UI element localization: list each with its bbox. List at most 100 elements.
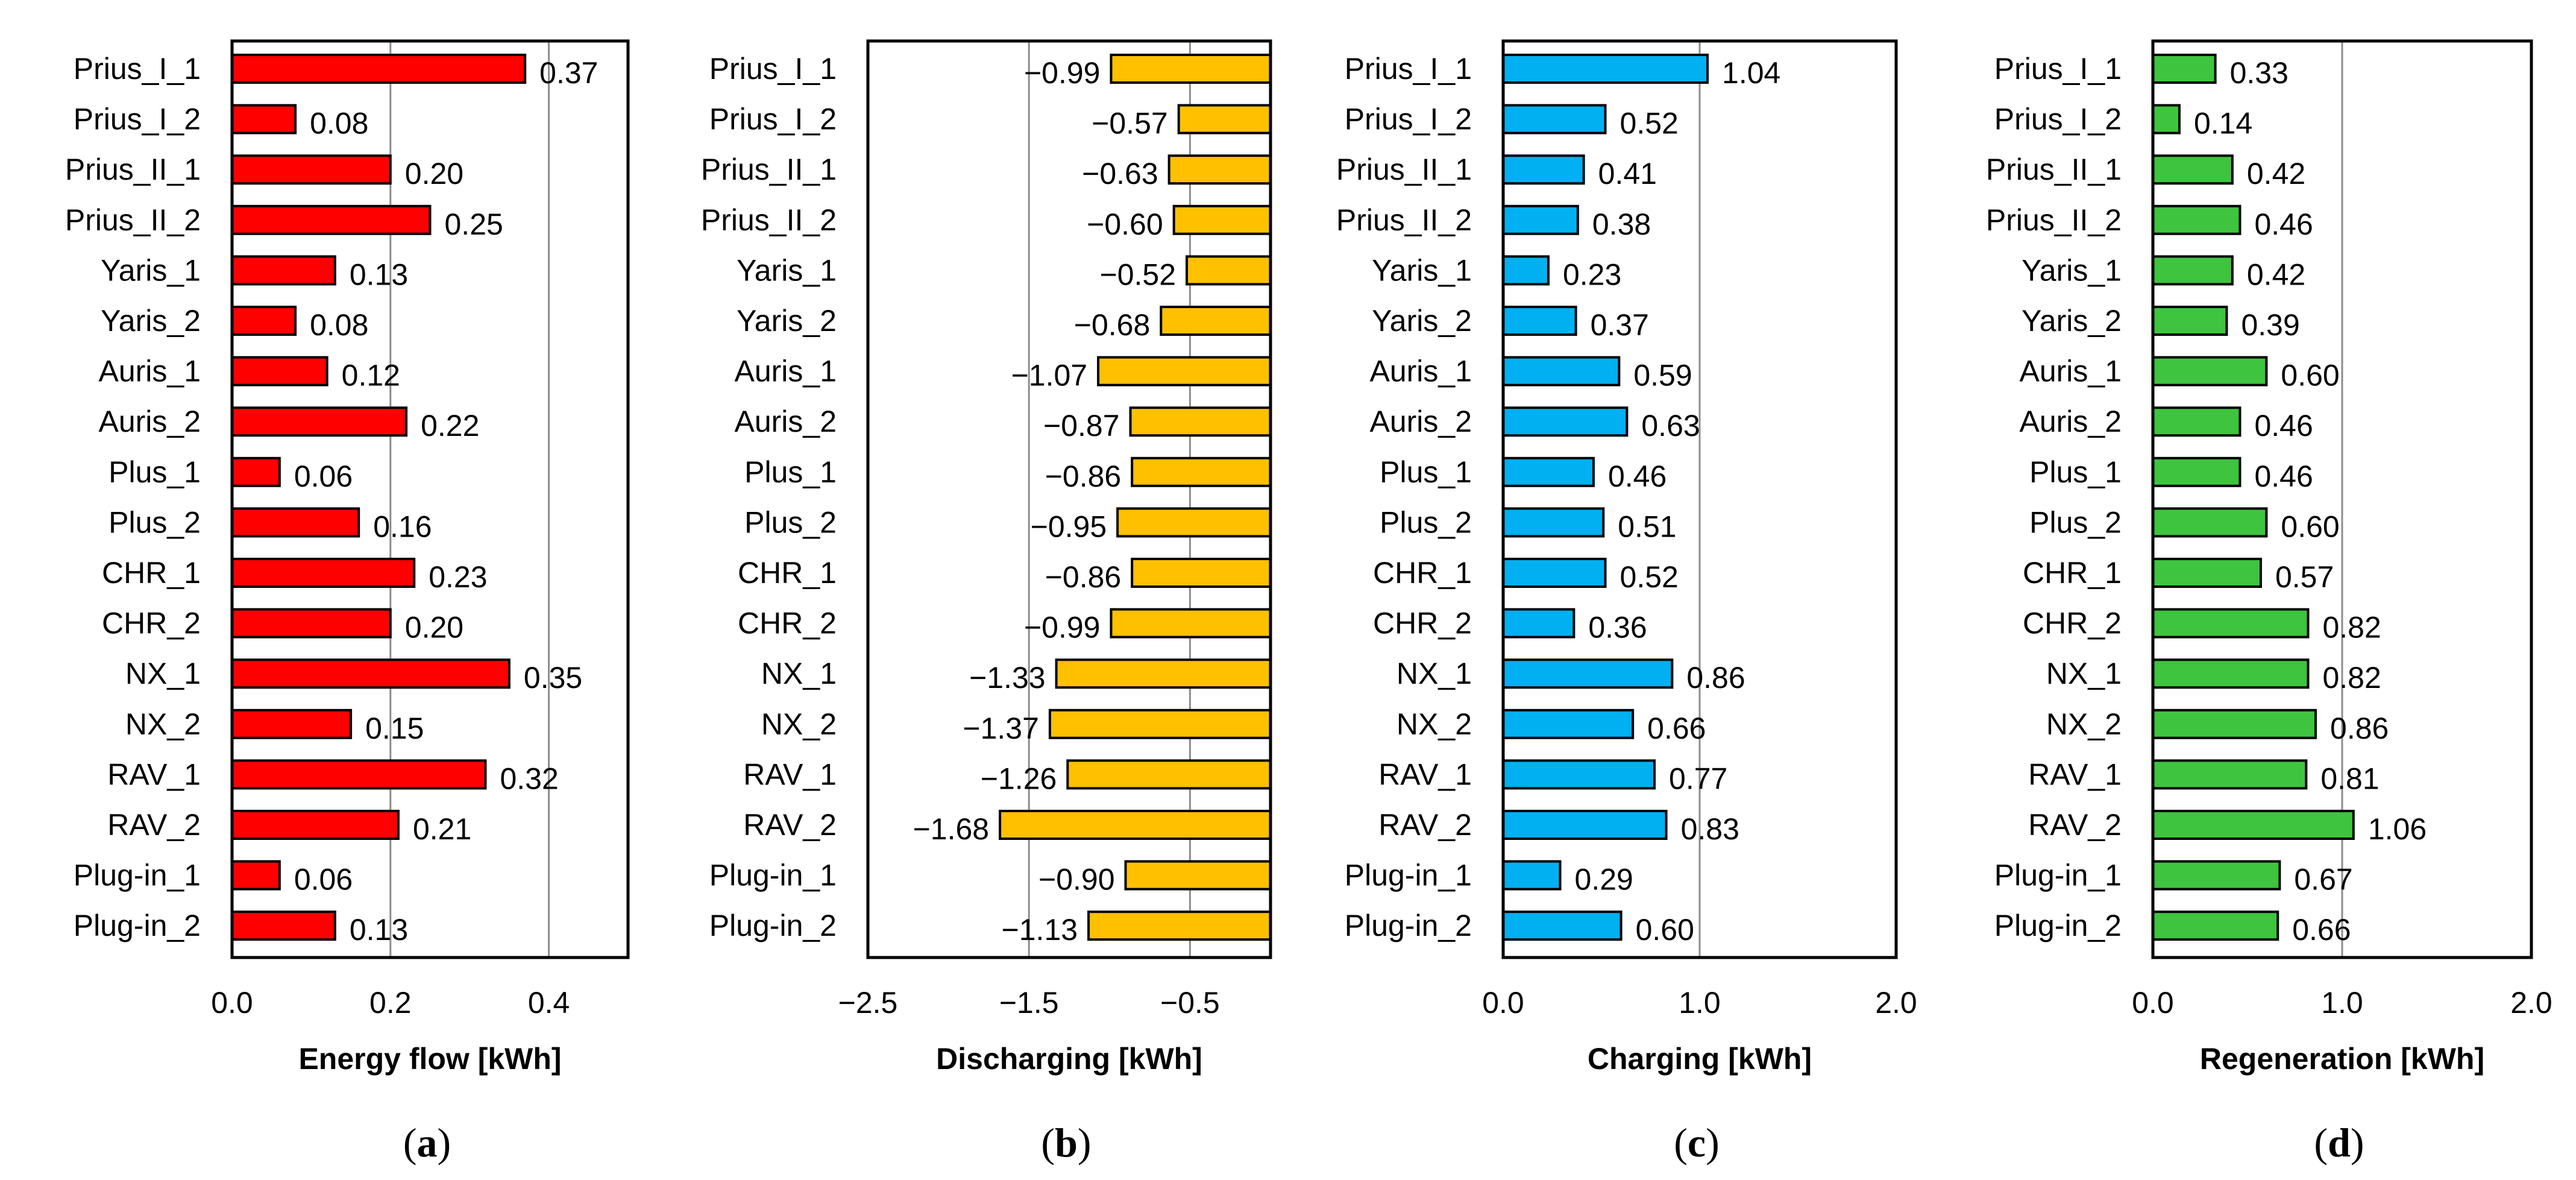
category-label: Plus_1	[108, 455, 201, 489]
data-label: 0.57	[2275, 560, 2334, 594]
data-label: 0.52	[1620, 107, 1679, 140]
data-label: 0.46	[2254, 207, 2313, 241]
category-label: CHR_1	[738, 556, 837, 590]
tick-label: −0.5	[1160, 986, 1220, 1020]
bar	[231, 255, 336, 286]
bar	[2152, 154, 2234, 185]
data-label: 0.23	[429, 560, 487, 594]
category-label: Auris_2	[2019, 405, 2122, 438]
bar	[1502, 204, 1579, 235]
bar	[2152, 255, 2234, 286]
data-label: −0.95	[1031, 510, 1107, 543]
bar	[1160, 306, 1272, 336]
data-label: 0.35	[524, 661, 582, 695]
category-label: Plug-in_2	[74, 909, 201, 942]
tick-label: 0.2	[369, 986, 412, 1020]
category-label: NX_1	[1396, 657, 1472, 690]
category-label: CHR_2	[2023, 607, 2122, 640]
bar	[1502, 306, 1577, 336]
panel-d-regeneration: Prius_I_1 0.33 Prius_I_2 0.14 Prius_II_1 0.42…	[1986, 39, 2552, 1166]
category-label: Plus_1	[1380, 455, 1472, 489]
data-label: 0.67	[2294, 863, 2352, 897]
data-label: 0.37	[1591, 308, 1649, 342]
data-label: −0.63	[1082, 157, 1158, 191]
data-label: 0.86	[1686, 661, 1745, 695]
category-label: NX_2	[2046, 707, 2122, 741]
data-label: 0.86	[2330, 711, 2389, 745]
bar	[1502, 255, 1550, 286]
category-label: Prius_I_1	[1345, 52, 1472, 86]
bar	[1048, 708, 1272, 739]
bar	[1502, 558, 1607, 588]
data-label: −0.57	[1092, 107, 1168, 140]
bar	[2152, 558, 2262, 588]
data-label: 0.38	[1592, 207, 1651, 241]
data-label: 0.51	[1618, 510, 1676, 543]
bar	[1186, 255, 1272, 286]
bar	[1502, 658, 1674, 689]
bar	[2152, 608, 2310, 639]
bar	[231, 54, 527, 84]
data-label: −0.68	[1074, 308, 1151, 342]
category-label: Plug-in_1	[74, 859, 201, 892]
bar	[1502, 356, 1621, 386]
bar	[2152, 810, 2355, 840]
category-label: Yaris_2	[101, 304, 201, 338]
category-label: Plus_2	[1380, 505, 1472, 539]
data-label: −1.26	[981, 762, 1057, 795]
category-label: RAV_2	[2028, 808, 2122, 842]
category-label: RAV_1	[107, 757, 201, 791]
tick-label: 2.0	[1875, 986, 1917, 1020]
category-label: Auris_2	[1369, 405, 1472, 438]
category-label: Plus_1	[744, 455, 837, 489]
tick-label: −2.5	[838, 986, 898, 1020]
bar	[1502, 456, 1595, 487]
bar	[2152, 658, 2310, 689]
bar	[231, 356, 328, 386]
tick-label: 2.0	[2510, 986, 2552, 1020]
category-label: Plug-in_1	[1345, 859, 1472, 892]
bar	[1131, 456, 1272, 487]
bar	[1502, 759, 1656, 790]
category-label: RAV_1	[2028, 757, 2122, 791]
bar	[2152, 910, 2279, 941]
category-label: CHR_2	[1373, 607, 1472, 640]
bar	[1124, 860, 1272, 891]
category-label: NX_2	[1396, 707, 1472, 741]
bar	[1502, 860, 1562, 891]
data-label: −1.68	[913, 812, 990, 846]
tick-label: 0.0	[1482, 986, 1524, 1020]
data-label: 0.81	[2320, 762, 2379, 795]
bar	[1116, 507, 1272, 538]
data-label: 0.37	[539, 56, 598, 90]
bar	[1502, 507, 1605, 538]
data-label: 0.13	[350, 257, 408, 291]
data-label: 0.08	[310, 107, 368, 140]
bar	[231, 406, 408, 437]
bar	[231, 507, 360, 538]
plot-frame	[1501, 39, 1898, 959]
data-label: 0.21	[413, 812, 471, 846]
bar	[1502, 104, 1607, 134]
category-label: RAV_2	[743, 808, 837, 842]
category-label: Prius_II_2	[1986, 203, 2122, 237]
tick-label: 0.4	[528, 986, 570, 1020]
bar	[1502, 910, 1623, 941]
data-label: 0.46	[1608, 459, 1667, 493]
category-label: Prius_I_2	[709, 103, 837, 136]
category-label: NX_2	[125, 707, 201, 741]
axis-title: Discharging [kWh]	[936, 1042, 1202, 1076]
panel-b-discharging: Prius_I_1 −0.99 Prius_I_2 −0.57 Prius_II_1 −0…	[701, 39, 1272, 1166]
category-label: Auris_1	[2019, 355, 2122, 388]
data-label: 0.16	[373, 510, 432, 543]
data-label: −0.86	[1045, 560, 1122, 594]
category-label: Plus_2	[2029, 505, 2122, 539]
bar	[1502, 154, 1585, 185]
data-label: 0.15	[365, 711, 424, 745]
data-label: 0.46	[2254, 459, 2313, 493]
data-label: 0.08	[310, 308, 368, 342]
data-label: −0.99	[1024, 56, 1101, 90]
bar	[1502, 708, 1635, 739]
data-label: −0.60	[1087, 207, 1163, 241]
